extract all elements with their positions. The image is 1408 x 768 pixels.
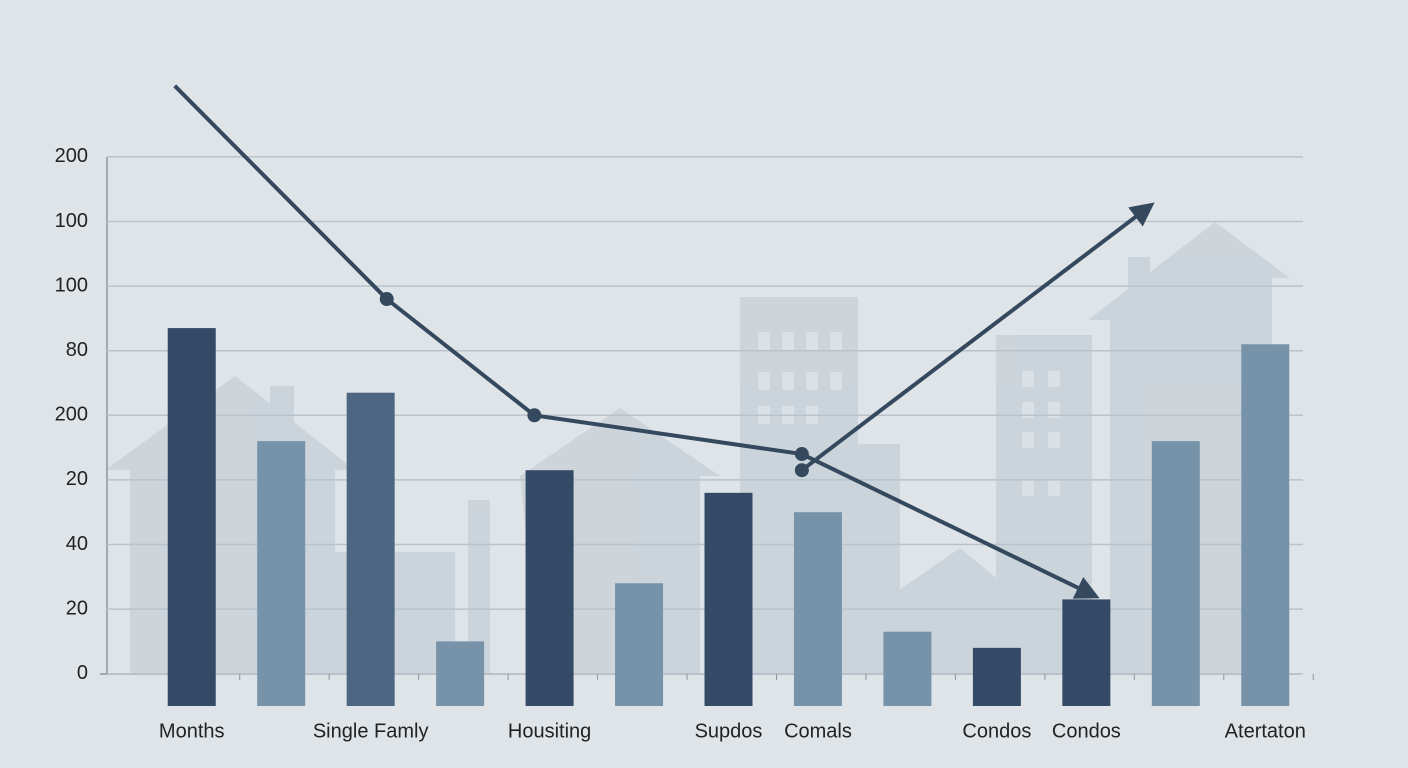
building-windows <box>758 332 1060 496</box>
x-tick-label: Housiting <box>508 720 591 742</box>
bar <box>704 492 753 706</box>
x-tick-label: Months <box>159 720 225 742</box>
x-tick-label: Condos <box>962 720 1031 742</box>
x-tick-label: Supdos <box>695 720 763 742</box>
bar <box>436 641 485 706</box>
bar <box>1151 441 1200 706</box>
y-tick-label: 20 <box>66 468 88 490</box>
y-tick-label: 20 <box>66 597 88 619</box>
x-tick-label: Single Famly <box>313 720 429 742</box>
x-tick-label: Condos <box>1052 720 1121 742</box>
bar <box>346 392 395 706</box>
bar <box>972 647 1021 706</box>
bar <box>883 631 932 706</box>
trend-line <box>800 202 1155 472</box>
y-tick-label: 40 <box>66 533 88 555</box>
bar <box>1241 344 1290 706</box>
line-point <box>379 292 394 307</box>
y-tick-label: 200 <box>55 404 88 426</box>
y-tick-label: 80 <box>66 339 88 361</box>
line-point <box>794 447 809 462</box>
x-tick-label: Comals <box>784 720 852 742</box>
bar <box>1062 599 1111 706</box>
y-tick-label: 100 <box>55 210 88 232</box>
bar <box>525 470 574 706</box>
x-tick-label: Atertaton <box>1225 720 1306 742</box>
bar <box>257 441 306 706</box>
y-tick-label: 100 <box>55 274 88 296</box>
y-tick-label: 200 <box>55 145 88 167</box>
y-tick-label: 0 <box>77 662 88 684</box>
line-point <box>527 408 542 423</box>
bar <box>615 583 664 706</box>
line-point <box>794 463 809 478</box>
bar <box>167 328 216 706</box>
bar <box>793 512 842 706</box>
